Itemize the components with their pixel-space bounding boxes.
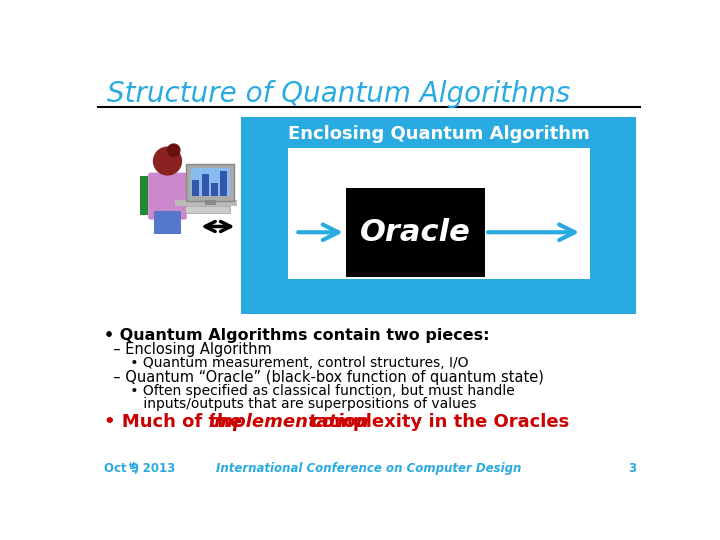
Text: • Quantum Algorithms contain two pieces:: • Quantum Algorithms contain two pieces:	[104, 328, 490, 343]
Text: inputs/outputs that are superpositions of values: inputs/outputs that are superpositions o…	[104, 397, 477, 411]
Text: Structure of Quantum Algorithms: Structure of Quantum Algorithms	[107, 80, 570, 108]
Circle shape	[153, 147, 181, 175]
Text: implementation: implementation	[209, 413, 369, 431]
Text: • Much of the: • Much of the	[104, 413, 248, 431]
Text: • Quantum measurement, control structures, I/O: • Quantum measurement, control structure…	[104, 356, 469, 370]
Text: , 2013: , 2013	[134, 462, 176, 475]
Text: – Enclosing Algorithm: – Enclosing Algorithm	[104, 342, 271, 357]
Text: 3: 3	[629, 462, 636, 475]
Text: Enclosing Quantum Algorithm: Enclosing Quantum Algorithm	[288, 125, 590, 143]
FancyBboxPatch shape	[184, 206, 230, 213]
FancyBboxPatch shape	[241, 117, 636, 314]
FancyBboxPatch shape	[211, 184, 218, 195]
Text: th: th	[129, 462, 139, 471]
FancyBboxPatch shape	[202, 174, 209, 195]
FancyBboxPatch shape	[186, 164, 234, 201]
Text: Oracle: Oracle	[360, 218, 471, 247]
Text: – Quantum “Oracle” (black-box function of quantum state): – Quantum “Oracle” (black-box function o…	[104, 370, 544, 384]
Text: complexity in the Oracles: complexity in the Oracles	[305, 413, 570, 431]
FancyBboxPatch shape	[175, 200, 238, 206]
Circle shape	[168, 144, 180, 157]
FancyBboxPatch shape	[191, 168, 230, 195]
FancyBboxPatch shape	[153, 211, 181, 234]
FancyBboxPatch shape	[148, 173, 187, 220]
FancyBboxPatch shape	[140, 177, 148, 215]
Text: International Conference on Computer Design: International Conference on Computer Des…	[216, 462, 522, 475]
FancyBboxPatch shape	[192, 180, 199, 195]
FancyBboxPatch shape	[346, 188, 485, 276]
FancyBboxPatch shape	[220, 171, 228, 195]
FancyBboxPatch shape	[204, 200, 215, 205]
Text: • Often specified as classical function, but must handle: • Often specified as classical function,…	[104, 383, 515, 397]
Text: Oct 9: Oct 9	[104, 462, 139, 475]
FancyBboxPatch shape	[287, 148, 590, 279]
